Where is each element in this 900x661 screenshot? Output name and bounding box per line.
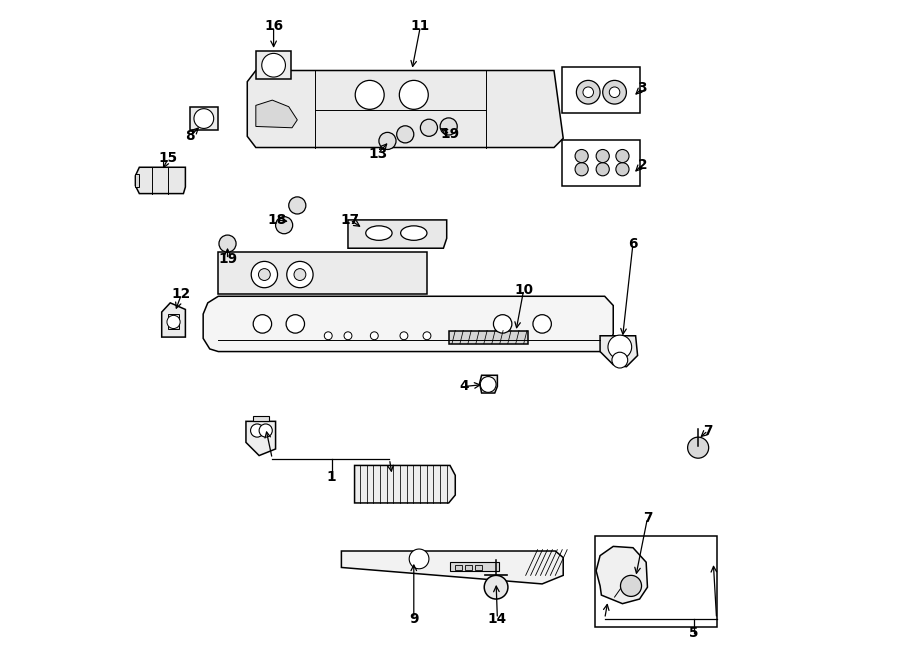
Circle shape [603,81,626,104]
Circle shape [484,575,508,599]
Circle shape [576,81,600,104]
Circle shape [440,118,457,135]
Circle shape [423,332,431,340]
Polygon shape [203,296,613,352]
Text: 12: 12 [172,288,191,301]
Text: 13: 13 [368,147,387,161]
Circle shape [612,352,627,368]
Text: 17: 17 [340,213,359,227]
Polygon shape [248,71,563,147]
Circle shape [533,315,552,333]
Text: 8: 8 [185,130,194,143]
Circle shape [596,149,609,163]
Circle shape [420,119,437,136]
Circle shape [688,437,708,458]
Circle shape [493,315,512,333]
Polygon shape [465,565,472,570]
Text: 2: 2 [637,157,647,172]
Text: 15: 15 [158,151,178,165]
Text: 16: 16 [264,19,284,34]
Circle shape [294,268,306,280]
Text: 7: 7 [703,424,713,438]
Polygon shape [168,314,179,329]
Circle shape [596,163,609,176]
Polygon shape [562,67,640,113]
Circle shape [251,261,277,288]
Circle shape [287,261,313,288]
Circle shape [258,268,270,280]
Circle shape [609,87,620,97]
Polygon shape [341,551,563,584]
Polygon shape [450,563,500,570]
Circle shape [575,149,589,163]
Polygon shape [449,330,527,344]
Circle shape [616,163,629,176]
Polygon shape [480,375,498,393]
Polygon shape [355,465,455,503]
Polygon shape [253,416,269,421]
Polygon shape [562,139,640,186]
Text: 10: 10 [514,283,533,297]
Polygon shape [162,303,185,337]
Circle shape [219,235,236,253]
Circle shape [286,315,304,333]
Text: 18: 18 [268,213,287,227]
Circle shape [275,217,292,234]
Circle shape [262,54,285,77]
Circle shape [620,575,642,596]
Polygon shape [475,565,482,570]
Circle shape [379,132,396,149]
Circle shape [583,87,593,97]
Circle shape [344,332,352,340]
Text: 19: 19 [218,253,237,266]
Circle shape [371,332,378,340]
Polygon shape [256,100,297,128]
Circle shape [400,332,408,340]
Circle shape [324,332,332,340]
Text: 9: 9 [409,612,419,626]
Ellipse shape [400,226,427,241]
Circle shape [167,315,180,329]
Circle shape [410,549,429,568]
Circle shape [250,424,264,437]
Polygon shape [348,220,446,249]
Circle shape [397,126,414,143]
Polygon shape [246,421,275,455]
Text: 4: 4 [460,379,469,393]
Text: 11: 11 [410,19,430,34]
Polygon shape [190,106,219,130]
Polygon shape [455,565,462,570]
Circle shape [356,81,384,109]
Polygon shape [596,547,647,603]
Polygon shape [600,336,637,367]
Text: 1: 1 [327,469,337,484]
Text: 5: 5 [688,626,698,641]
Polygon shape [219,252,427,294]
Polygon shape [256,51,291,79]
Circle shape [194,108,213,128]
Circle shape [481,377,496,393]
Circle shape [575,163,589,176]
Text: 6: 6 [628,237,638,251]
Polygon shape [135,167,185,194]
Text: 3: 3 [637,81,647,95]
Circle shape [616,149,629,163]
Circle shape [253,315,272,333]
Circle shape [400,81,428,109]
Circle shape [289,197,306,214]
Text: 19: 19 [440,128,460,141]
Circle shape [259,424,273,437]
Circle shape [608,335,632,359]
Text: 14: 14 [488,612,507,626]
Ellipse shape [365,226,392,241]
Text: 7: 7 [643,511,652,525]
Polygon shape [135,174,140,187]
